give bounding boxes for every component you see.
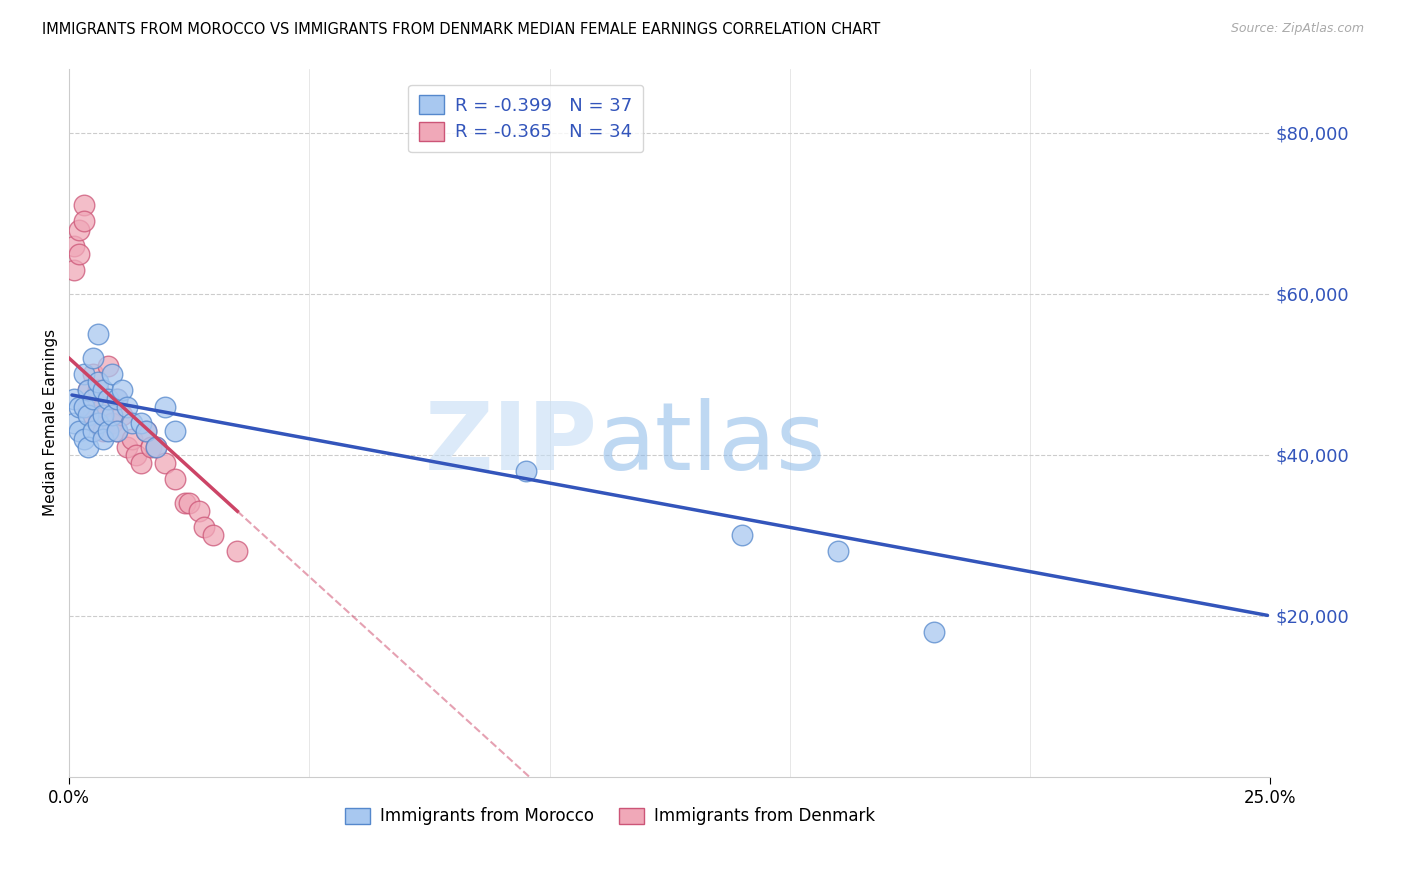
Point <box>97 392 120 406</box>
Point <box>72 214 94 228</box>
Point <box>922 624 945 639</box>
Point <box>731 528 754 542</box>
Point <box>115 400 138 414</box>
Point <box>226 544 249 558</box>
Point <box>155 456 177 470</box>
Point <box>63 392 86 406</box>
Point <box>155 400 177 414</box>
Point <box>77 384 100 398</box>
Point <box>67 424 90 438</box>
Point <box>145 440 167 454</box>
Point <box>63 262 86 277</box>
Point <box>101 416 124 430</box>
Text: atlas: atlas <box>598 398 825 490</box>
Y-axis label: Median Female Earnings: Median Female Earnings <box>44 329 58 516</box>
Point <box>827 544 849 558</box>
Point <box>173 496 195 510</box>
Point <box>187 504 209 518</box>
Point <box>77 400 100 414</box>
Point <box>91 432 114 446</box>
Point <box>121 416 143 430</box>
Point <box>91 384 114 398</box>
Point <box>97 424 120 438</box>
Point <box>87 327 110 342</box>
Text: ZIP: ZIP <box>425 398 598 490</box>
Point <box>115 440 138 454</box>
Point <box>72 432 94 446</box>
Point <box>72 400 94 414</box>
Point <box>67 400 90 414</box>
Point <box>97 359 120 374</box>
Point <box>193 520 215 534</box>
Point <box>135 424 157 438</box>
Point <box>145 440 167 454</box>
Point <box>163 424 186 438</box>
Point <box>72 368 94 382</box>
Point <box>63 238 86 252</box>
Point <box>87 416 110 430</box>
Point <box>105 424 128 438</box>
Point <box>125 448 148 462</box>
Point <box>82 408 104 422</box>
Point <box>139 440 162 454</box>
Point <box>82 368 104 382</box>
Point <box>105 392 128 406</box>
Point <box>91 424 114 438</box>
Point <box>101 408 124 422</box>
Point <box>515 464 537 478</box>
Point <box>129 456 152 470</box>
Point <box>135 424 157 438</box>
Point <box>77 384 100 398</box>
Point <box>67 246 90 260</box>
Point <box>91 400 114 414</box>
Point <box>77 440 100 454</box>
Point <box>82 424 104 438</box>
Legend: Immigrants from Morocco, Immigrants from Denmark: Immigrants from Morocco, Immigrants from… <box>344 807 875 825</box>
Point <box>111 384 134 398</box>
Point <box>87 376 110 390</box>
Point <box>105 392 128 406</box>
Point <box>163 472 186 486</box>
Point <box>202 528 225 542</box>
Point <box>179 496 201 510</box>
Point <box>91 408 114 422</box>
Point <box>82 392 104 406</box>
Point <box>82 351 104 366</box>
Point <box>105 424 128 438</box>
Point <box>63 416 86 430</box>
Point <box>121 432 143 446</box>
Point <box>101 368 124 382</box>
Point <box>77 408 100 422</box>
Point <box>87 384 110 398</box>
Point <box>87 416 110 430</box>
Text: Source: ZipAtlas.com: Source: ZipAtlas.com <box>1230 22 1364 36</box>
Point <box>111 408 134 422</box>
Point <box>67 222 90 236</box>
Point <box>129 416 152 430</box>
Text: IMMIGRANTS FROM MOROCCO VS IMMIGRANTS FROM DENMARK MEDIAN FEMALE EARNINGS CORREL: IMMIGRANTS FROM MOROCCO VS IMMIGRANTS FR… <box>42 22 880 37</box>
Point <box>72 198 94 212</box>
